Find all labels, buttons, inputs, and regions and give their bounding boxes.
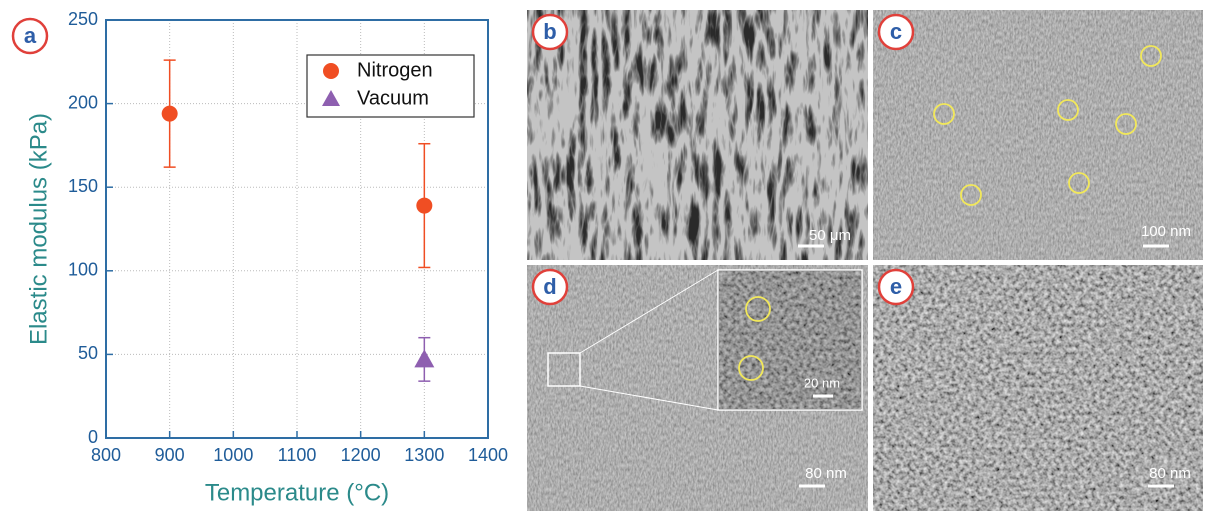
legend-label: Vacuum <box>357 87 429 109</box>
y-axis-label: Elastic modulus (kPa) <box>25 113 52 345</box>
inset-scale-bar-label: 20 nm <box>804 375 840 390</box>
panel-label: d <box>543 274 556 299</box>
y-tick-label: 250 <box>68 9 98 29</box>
scale-bar-label: 80 nm <box>1149 465 1191 482</box>
y-tick-label: 150 <box>68 176 98 196</box>
legend-marker <box>323 63 339 79</box>
sem-images <box>527 10 1203 511</box>
data-point <box>162 106 178 122</box>
panel-label: b <box>543 19 556 44</box>
y-tick-label: 200 <box>68 92 98 112</box>
figure: b 50 μm c 100 nm d 80 nm 20 nm e 80 nm a 0 50 100 15… <box>0 0 1208 513</box>
data-point <box>416 198 432 214</box>
scale-bar-label: 50 μm <box>809 227 851 244</box>
fiber-texture <box>527 10 868 260</box>
x-axis-label: Temperature (°C) <box>205 479 389 506</box>
scale-bar-label: 100 nm <box>1141 223 1191 240</box>
x-tick-label: 1000 <box>213 445 253 465</box>
panel-label: c <box>890 19 902 44</box>
panel-label: a <box>24 23 37 48</box>
legend-label: Nitrogen <box>357 59 433 81</box>
x-tick-label: 1300 <box>404 445 444 465</box>
y-tick-label: 50 <box>78 343 98 363</box>
x-tick-label: 1400 <box>468 445 508 465</box>
data-point <box>414 349 434 367</box>
x-tick-label: 900 <box>155 445 185 465</box>
y-tick-label: 0 <box>88 427 98 447</box>
scale-bar-label: 80 nm <box>805 465 847 482</box>
x-tick-label: 800 <box>91 445 121 465</box>
panel-label: e <box>890 274 902 299</box>
chart: a 0 50 100 150 200 250 800 900 1000 1100 1200 1300 14… <box>13 9 508 507</box>
x-tick-label: 1200 <box>341 445 381 465</box>
x-tick-label: 1100 <box>278 445 317 465</box>
y-tick-label: 100 <box>68 260 98 280</box>
